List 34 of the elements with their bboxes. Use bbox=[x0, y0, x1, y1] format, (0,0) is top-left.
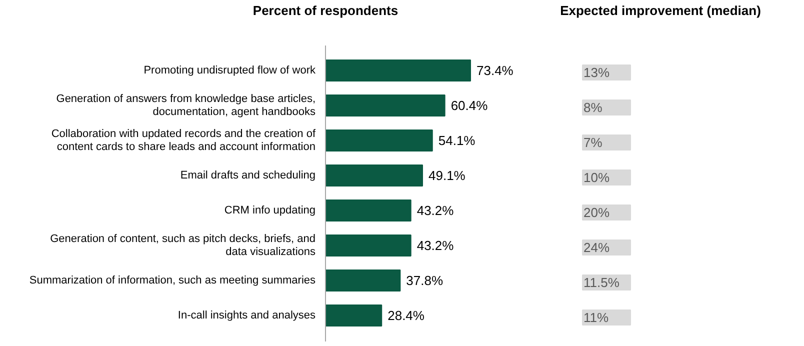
chart-title: Percent of respondents bbox=[252, 3, 398, 18]
bar bbox=[325, 234, 412, 256]
data-label: 73.4% bbox=[476, 63, 514, 78]
y-tick-label: Generation of answers from knowledge base articles, documentation, agent handbooks bbox=[56, 92, 316, 118]
y-tick-label: Summarization of information, such as meeting summaries bbox=[29, 274, 316, 286]
text: 11% bbox=[584, 310, 609, 325]
bar bbox=[325, 304, 382, 326]
y-tick-label: Collaboration with updated records and the creation of content cards to share leads and account information bbox=[51, 128, 316, 154]
text: 11.5% bbox=[584, 275, 620, 290]
y-tick-label: In-call insights and analyses bbox=[178, 310, 316, 322]
bar bbox=[325, 94, 446, 116]
text: 13% bbox=[584, 65, 610, 80]
bar bbox=[325, 200, 412, 222]
y-tick-label: Promoting undisrupted flow of work bbox=[144, 64, 316, 76]
text: Expected improvement (median) bbox=[560, 3, 761, 18]
data-label: 37.8% bbox=[406, 273, 444, 288]
bar bbox=[325, 270, 401, 292]
data-label: 54.1% bbox=[438, 133, 476, 148]
data-label: 60.4% bbox=[450, 98, 488, 113]
text: 7% bbox=[584, 135, 603, 150]
y-tick-label: CRM info updating bbox=[224, 204, 316, 216]
data-label: 43.2% bbox=[416, 203, 454, 218]
bar bbox=[325, 60, 471, 82]
text: 8% bbox=[584, 100, 603, 115]
text: 20% bbox=[584, 205, 610, 220]
y-tick-label: Generation of content, such as pitch decks, briefs, and data visualizations bbox=[50, 232, 316, 258]
text: 10% bbox=[584, 170, 610, 185]
bar bbox=[325, 130, 433, 152]
data-label: 43.2% bbox=[416, 238, 454, 253]
bar bbox=[325, 164, 423, 186]
data-label: 49.1% bbox=[428, 168, 466, 183]
data-label: 28.4% bbox=[388, 308, 425, 323]
text: 24% bbox=[584, 240, 610, 255]
y-tick-label: Email drafts and scheduling bbox=[180, 170, 316, 182]
